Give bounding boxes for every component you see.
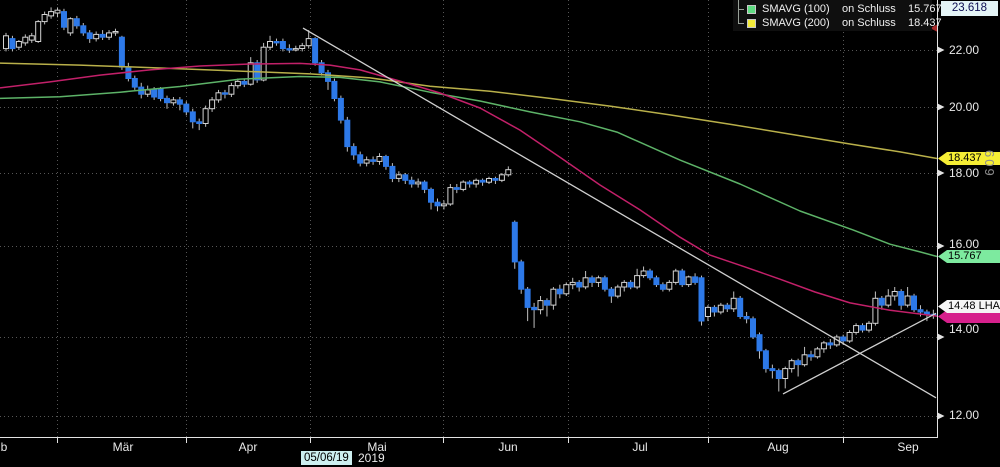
legend-label: SMAVG (200) bbox=[762, 17, 830, 29]
trendline-annotations[interactable] bbox=[302, 27, 937, 399]
x-axis-month-label: Apr bbox=[238, 440, 258, 454]
sma50-hidden-tag bbox=[938, 310, 1000, 323]
sma50-line bbox=[0, 62, 938, 317]
legend-label: SMAVG (100) bbox=[762, 3, 830, 15]
legend-value: 15.767 bbox=[908, 3, 942, 15]
gridlines bbox=[0, 0, 937, 437]
sma200-value-tag: 18.437 bbox=[938, 152, 1000, 165]
chart-id-watermark: 609 bbox=[982, 150, 997, 178]
legend-on-label: on Schluss bbox=[842, 3, 896, 15]
legend-item-sma100[interactable]: SMAVG (100) on Schluss 15.767 bbox=[738, 2, 942, 16]
legend-item-sma200[interactable]: SMAVG (200) on Schluss 18.437 bbox=[738, 16, 942, 30]
sma200-line bbox=[0, 62, 938, 160]
y-axis-label: 16.00 bbox=[949, 237, 980, 251]
legend-value: 18.437 bbox=[908, 17, 942, 29]
legend-on-label: on Schluss bbox=[842, 17, 896, 29]
axis-frame bbox=[0, 0, 945, 443]
legend-tree-connector bbox=[738, 8, 744, 10]
trendline-anchor-date-tag[interactable]: 05/06/19 bbox=[301, 451, 352, 465]
x-axis-month-label: Mär bbox=[112, 440, 134, 454]
axis-top-range-tag: 23.618 bbox=[941, 1, 998, 16]
trendline-price-marker-icon bbox=[930, 24, 937, 32]
y-axis-label: 12.00 bbox=[949, 408, 980, 422]
legend-tree-connector bbox=[738, 22, 744, 24]
y-axis-label: 20.00 bbox=[949, 100, 980, 114]
y-axis-label: 14.00 bbox=[949, 322, 980, 336]
x-axis-month-label: Sep bbox=[897, 440, 919, 454]
sma100-line bbox=[0, 75, 938, 258]
x-axis-year-label: 2019 bbox=[358, 451, 385, 465]
x-axis-month-label: Jul bbox=[632, 440, 648, 454]
sma100-swatch-icon bbox=[747, 4, 756, 14]
last-price-tag: 14.48 LHA bbox=[938, 300, 1000, 313]
y-axis-label: 18.00 bbox=[949, 166, 980, 180]
chart-legend: SMAVG (100) on Schluss 15.767 SMAVG (200… bbox=[733, 0, 942, 31]
x-axis-month-label: Jun bbox=[498, 440, 518, 454]
x-axis-month-label: b bbox=[0, 440, 8, 454]
x-axis-month-label: Aug bbox=[767, 440, 789, 454]
x-axis-month-label: Mai bbox=[367, 440, 387, 454]
candles bbox=[3, 7, 937, 392]
sma100-value-tag: 15.767 bbox=[938, 250, 1000, 263]
y-axis-label: 22.00 bbox=[949, 43, 980, 57]
sma200-swatch-icon bbox=[747, 18, 756, 28]
